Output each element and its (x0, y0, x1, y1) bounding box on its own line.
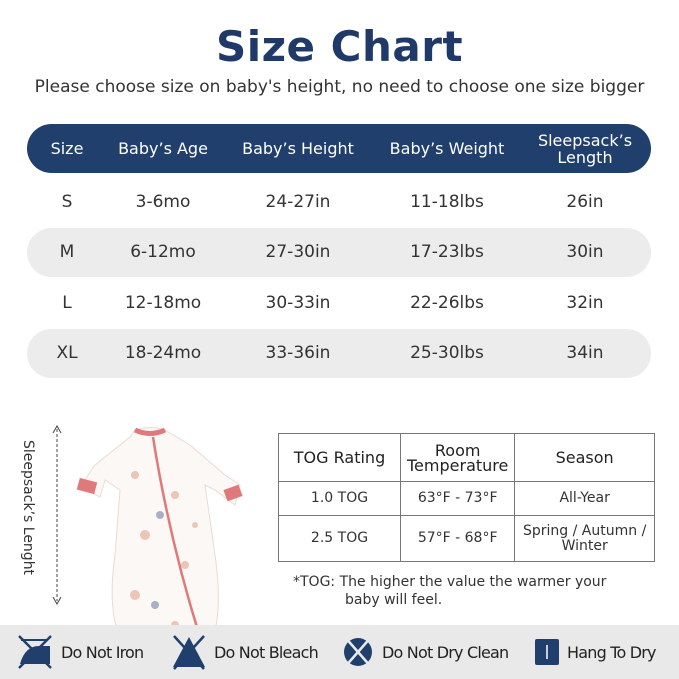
size-cell: 3-6mo (135, 191, 191, 212)
tog-cell: Spring / Autumn / Winter (514, 515, 655, 562)
tog-header-season: Season (514, 433, 655, 482)
header-length: Sleepsack’s Length (537, 130, 633, 167)
size-cell: 11-18lbs (410, 191, 484, 212)
size-cell: 6-12mo (130, 242, 196, 262)
tog-header-temp: Room Temperature (399, 433, 516, 482)
size-cell: XL (56, 343, 78, 363)
do-not-iron-icon (18, 635, 52, 669)
size-row-xl: XL 18-24mo 33-36in 25-30lbs 34in (27, 328, 651, 378)
size-cell: S (61, 191, 73, 212)
size-cell: 25-30lbs (410, 343, 484, 363)
header-weight: Baby’s Weight (389, 139, 505, 158)
page-title: Size Chart (215, 22, 464, 71)
tog-cell: 1.0 TOG (278, 481, 401, 516)
size-row-s: S 3-6mo 24-27in 11-18lbs 26in (27, 177, 651, 226)
note-line-1: *TOG: The higher the value the warmer yo… (293, 574, 607, 590)
note-line-2: baby will feel. (345, 592, 443, 608)
size-cell: 17-23lbs (410, 242, 484, 262)
header-age: Baby’s Age (118, 139, 208, 158)
size-cell: 26in (566, 191, 604, 212)
do-not-bleach-icon (173, 635, 205, 670)
tog-cell: 2.5 TOG (278, 515, 401, 562)
size-cell: 27-30in (265, 242, 331, 262)
size-cell: 32in (566, 292, 604, 313)
size-cell: 30-33in (265, 292, 331, 313)
size-cell: 12-18mo (124, 292, 202, 313)
tog-note: *TOG: The higher the value the warmer yo… (293, 573, 606, 609)
size-row-m: M 6-12mo 27-30in 17-23lbs 30in (27, 227, 651, 277)
tog-cell: 63°F - 73°F (399, 481, 516, 516)
header-size: Size (50, 139, 84, 158)
tog-table: TOG Rating Room Temperature Season 1.0 T… (278, 433, 655, 562)
sleepsack-image (76, 427, 243, 672)
tog-cell: 57°F - 68°F (399, 515, 516, 562)
care-do-not-dry-clean: Do Not Dry Clean (342, 625, 509, 679)
care-hang-to-dry: Hang To Dry (535, 625, 657, 679)
care-bar: Do Not Iron Do Not Bleach Do Not Dry Cle… (0, 625, 679, 679)
size-cell: M (59, 242, 75, 262)
size-cell: 30in (566, 242, 604, 262)
tog-header-rating: TOG Rating (278, 433, 401, 482)
care-do-not-iron: Do Not Iron (17, 625, 144, 679)
care-label: Hang To Dry (567, 642, 657, 662)
length-arrow-icon (52, 425, 62, 605)
size-table-header: Size Baby’s Age Baby’s Height Baby’s Wei… (27, 124, 651, 173)
header-height: Baby’s Height (242, 139, 354, 158)
care-label: Do Not Bleach (214, 642, 319, 662)
size-cell: 22-26lbs (410, 292, 484, 313)
size-cell: L (62, 292, 72, 313)
do-not-dry-clean-icon (343, 635, 373, 669)
size-cell: 18-24mo (124, 343, 202, 363)
tog-cell: All-Year (514, 481, 655, 516)
size-cell: 33-36in (265, 343, 331, 363)
care-do-not-bleach: Do Not Bleach (172, 625, 319, 679)
length-label: Sleepsack’s Lenght (20, 440, 36, 576)
size-cell: 24-27in (265, 191, 331, 212)
care-label: Do Not Dry Clean (382, 642, 509, 662)
size-cell: 34in (566, 343, 604, 363)
hang-to-dry-icon (535, 639, 559, 665)
subtitle: Please choose size on baby's height, no … (34, 77, 645, 97)
size-row-l: L 12-18mo 30-33in 22-26lbs 32in (27, 278, 651, 327)
care-label: Do Not Iron (61, 642, 144, 662)
